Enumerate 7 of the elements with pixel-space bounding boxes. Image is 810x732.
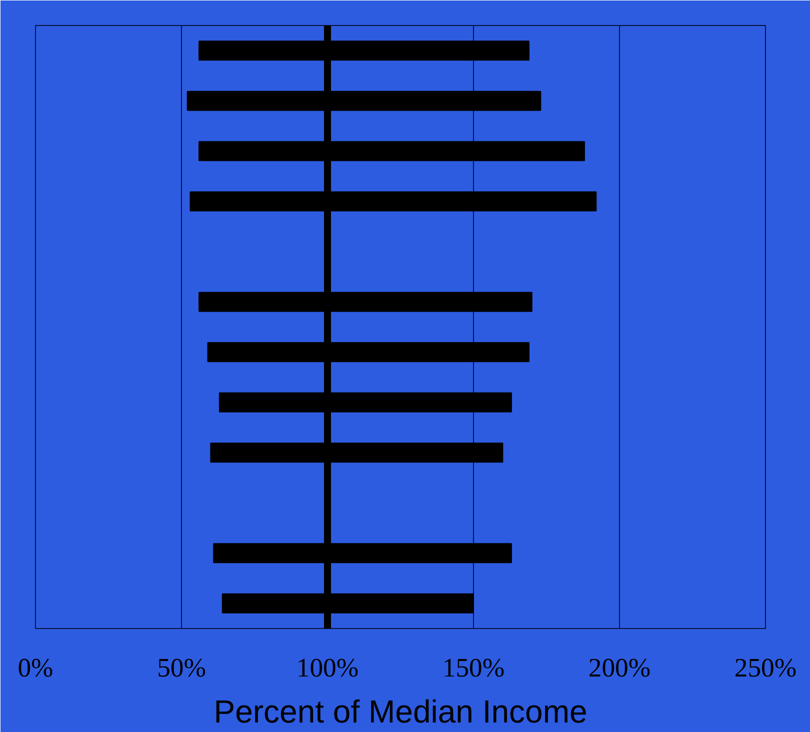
x-tick-label: 0% <box>18 652 54 682</box>
x-axis-title: Percent of Median Income <box>214 694 588 730</box>
x-tick-label: 50% <box>157 652 206 682</box>
x-tick-label: 200% <box>588 652 651 682</box>
x-tick-label: 250% <box>734 652 797 682</box>
x-tick-label: 150% <box>442 652 505 682</box>
x-tick-label: 100% <box>296 652 359 682</box>
